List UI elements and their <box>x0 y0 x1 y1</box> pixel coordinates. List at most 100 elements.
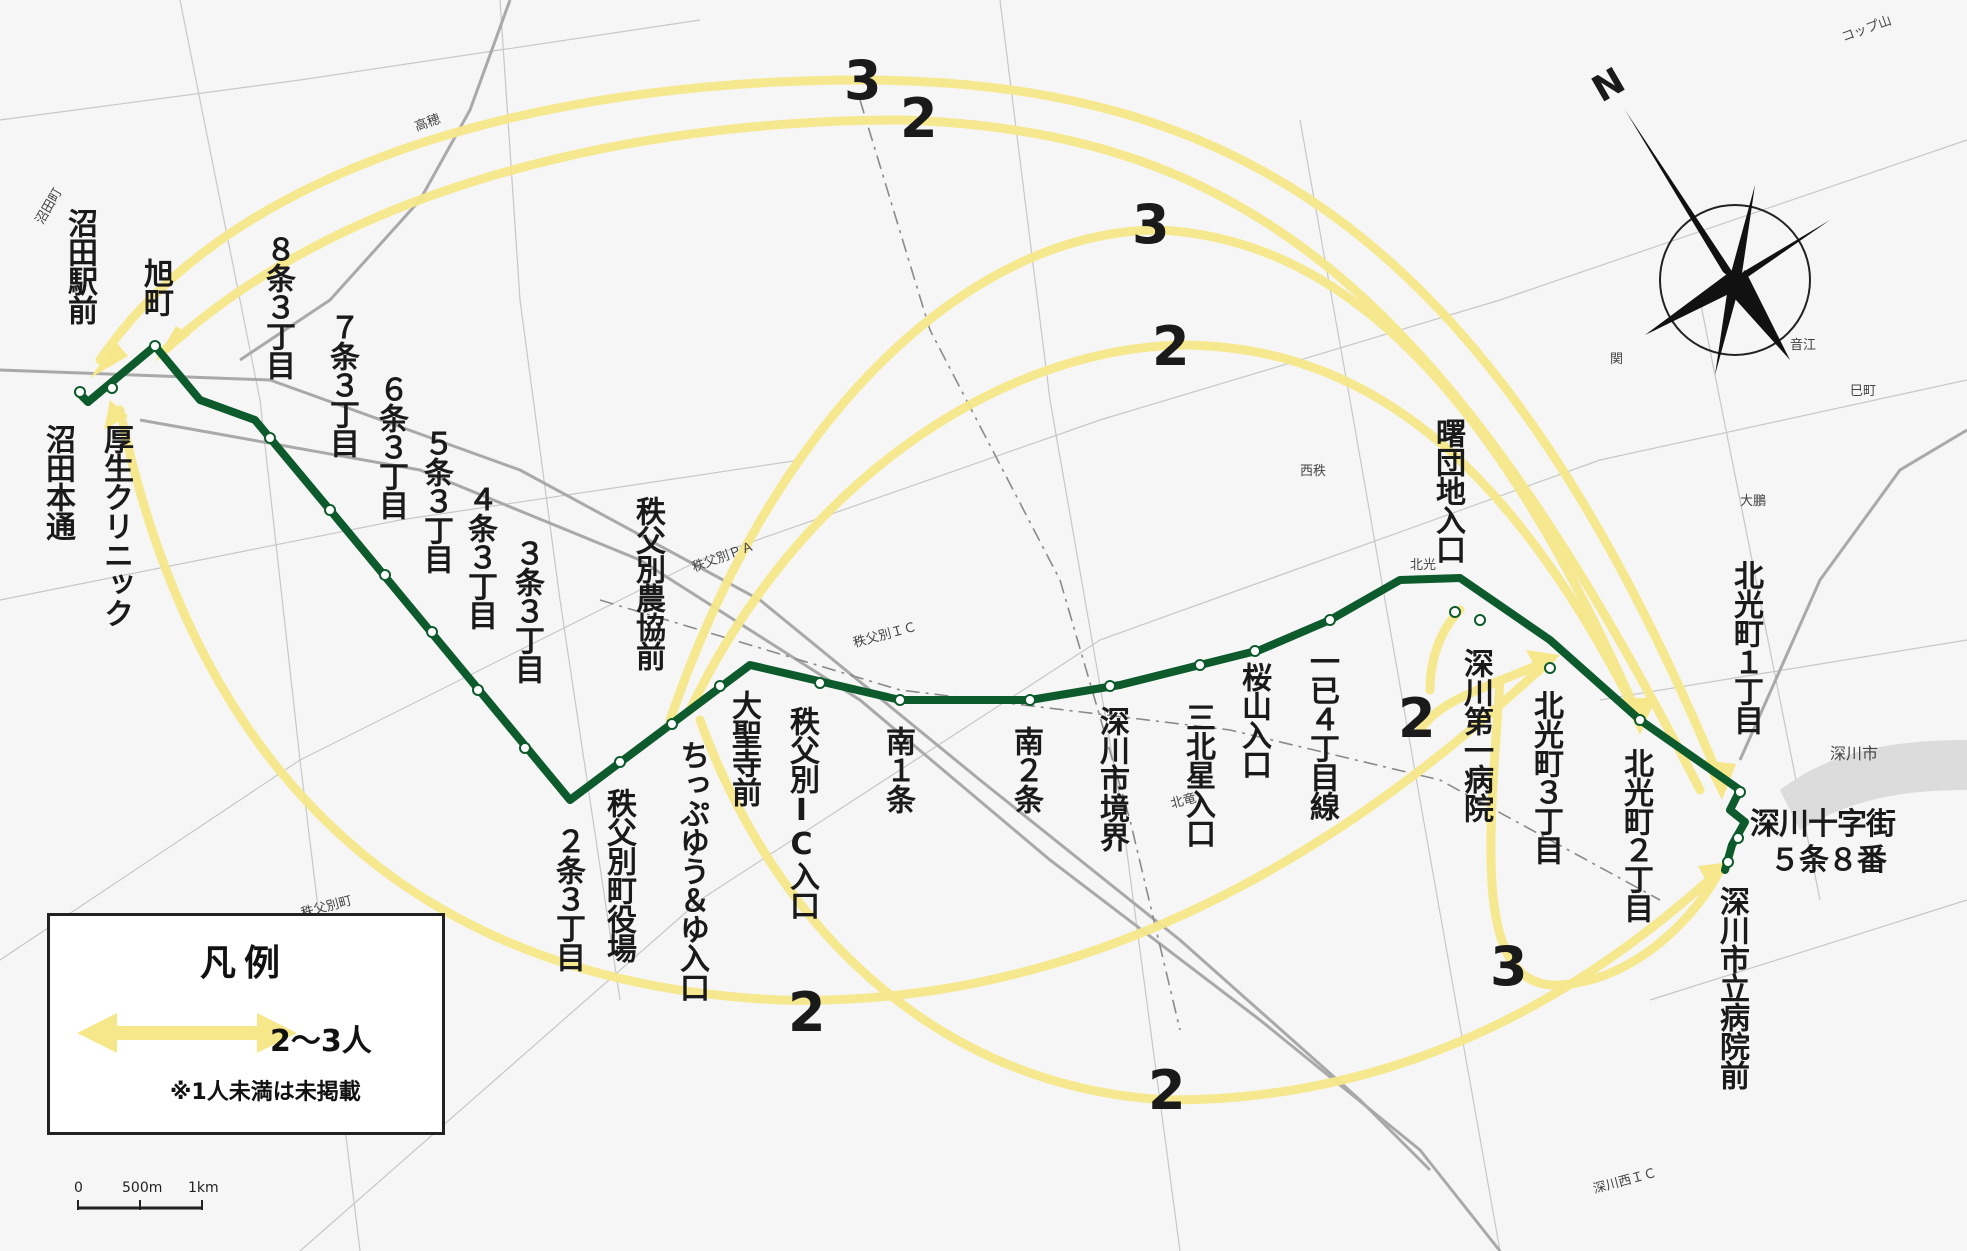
stop-asahimachi: 旭町 <box>138 258 173 316</box>
arrowhead <box>1526 650 1560 676</box>
stop-chippuyu: ちっぷゆう＆ゆ入口 <box>674 740 709 1001</box>
stop-dot <box>1722 856 1734 868</box>
road-minor <box>299 379 1967 1251</box>
bus-route <box>74 340 1749 874</box>
road-minor <box>1599 639 1967 701</box>
stop-dot <box>149 340 161 352</box>
stop-chichibubetsu-yakuba: 秩父別町役場 <box>601 788 636 962</box>
stop-akebono: 曙団地入口 <box>1430 418 1465 563</box>
road-minor <box>999 0 1181 1251</box>
flow-arc <box>95 75 1725 785</box>
stop-fukagawa-kyokai: 深川市境界 <box>1094 706 1129 851</box>
stop-dot <box>426 626 438 638</box>
stop-dot <box>894 694 906 706</box>
stop-sanboku: 三北星入口 <box>1180 702 1215 847</box>
stop-dot <box>472 684 484 696</box>
stop-dot <box>1474 614 1486 626</box>
stop-dot <box>264 432 276 444</box>
flow-count: 2 <box>900 87 938 150</box>
arrowhead <box>90 342 128 378</box>
scale-label-mid: 500m <box>122 1180 163 1196</box>
stop-minami1: 南１条 <box>880 726 915 813</box>
legend-arrowhead-right <box>257 1013 297 1053</box>
stop-numata-ekimae: 沼田駅前 <box>62 208 97 324</box>
flow-arc <box>685 340 1645 725</box>
road-minor <box>0 139 1967 961</box>
stop-7jo3: ７条３丁目 <box>324 312 359 457</box>
flow-count: 3 <box>1490 935 1528 998</box>
arrowhead <box>104 400 128 430</box>
place-name: 北光 <box>1410 558 1437 573</box>
stop-fukagawa-daiichi: 深川第一病院 <box>1458 648 1493 822</box>
stop-dot <box>324 504 336 516</box>
river-shape <box>1780 740 1967 830</box>
stop-chichibubetsu-ic: 秩父別IC入口 <box>784 706 819 919</box>
stop-dot <box>614 756 626 768</box>
stop-shiritsu: 深川市立病院前 <box>1714 886 1749 1089</box>
legend-title: 凡例 <box>200 943 289 984</box>
compass <box>1625 110 1830 375</box>
place-name: 大鵬 <box>1740 494 1767 509</box>
compass-needle-ne <box>1729 185 1755 280</box>
place-name: 巳町 <box>1850 384 1877 399</box>
stop-dot <box>1324 614 1336 626</box>
stop-ichiki4: 一已４丁目線 <box>1304 646 1339 820</box>
flow-arc <box>1486 675 1725 990</box>
stop-4jo3: ４条３丁目 <box>462 484 497 629</box>
compass-ring <box>1659 204 1811 356</box>
stop-8jo3: ８条３丁目 <box>260 234 295 379</box>
dash-lines <box>599 99 1661 1031</box>
stop-juji: 深川十字街 <box>1750 807 1896 842</box>
flow-count: 3 <box>844 49 882 112</box>
flow-count: 2 <box>1148 1059 1186 1122</box>
stop-dot <box>1544 662 1556 674</box>
flow-arc <box>115 405 1555 1005</box>
flow-arc <box>695 715 1725 1105</box>
stop-kosei-clinic: 厚生クリニック <box>98 424 133 627</box>
place-name: 西秩 <box>1300 464 1327 479</box>
stop-dot <box>714 680 726 692</box>
flow-count: 3 <box>1132 193 1170 256</box>
stop-hokko2: 北光町２丁目 <box>1618 748 1653 922</box>
legend-arrow-icon <box>77 1013 297 1053</box>
stop-dot <box>1194 659 1206 671</box>
place-name: 音江 <box>1790 338 1817 353</box>
route-stop-dots <box>74 340 1746 868</box>
road-minor <box>0 19 701 121</box>
flow-arc <box>665 225 1645 725</box>
legend-box: 凡例 2～3人 ※1人未満は未掲載 <box>47 913 445 1135</box>
stop-taishoji: 大聖寺前 <box>726 690 761 806</box>
road-minor <box>1649 899 1967 1001</box>
road-east <box>1738 428 1967 761</box>
compass-needle-north <box>1625 110 1743 288</box>
stop-sakurayama: 桜山入口 <box>1236 662 1271 778</box>
legend-label: 2～3人 <box>270 1024 372 1059</box>
stop-dot <box>106 382 118 394</box>
stop-chichibubetsu-nokyo: 秩父別農協前 <box>630 496 665 670</box>
compass-needle-south <box>1727 270 1790 360</box>
stop-dot <box>1104 680 1116 692</box>
river <box>1780 740 1967 830</box>
boundary-line <box>859 99 1181 1031</box>
scale-label-zero: 0 <box>74 1180 83 1196</box>
boundary-line <box>599 599 1661 901</box>
highway <box>139 418 1502 1251</box>
stop-6jo3: ６条３丁目 <box>373 374 408 519</box>
stop-5jo8: ５条８番 <box>1770 843 1887 878</box>
place-name: 関 <box>1610 352 1624 367</box>
scale-label-end: 1km <box>188 1180 219 1196</box>
stop-dot <box>1449 606 1461 618</box>
stop-dot <box>74 386 86 398</box>
stop-minami2: 南２条 <box>1008 726 1043 813</box>
stop-dot <box>666 718 678 730</box>
flow-arc <box>1425 605 1465 695</box>
scale-bar-graphic <box>77 1200 203 1210</box>
flow-count: 2 <box>788 981 826 1044</box>
stop-dot <box>1734 786 1746 798</box>
stop-dot <box>1732 832 1744 844</box>
compass-needle-east <box>1729 220 1830 290</box>
place-name: 深川市 <box>1830 744 1879 763</box>
compass-needle-sw <box>1715 280 1741 375</box>
stop-dot <box>814 677 826 689</box>
